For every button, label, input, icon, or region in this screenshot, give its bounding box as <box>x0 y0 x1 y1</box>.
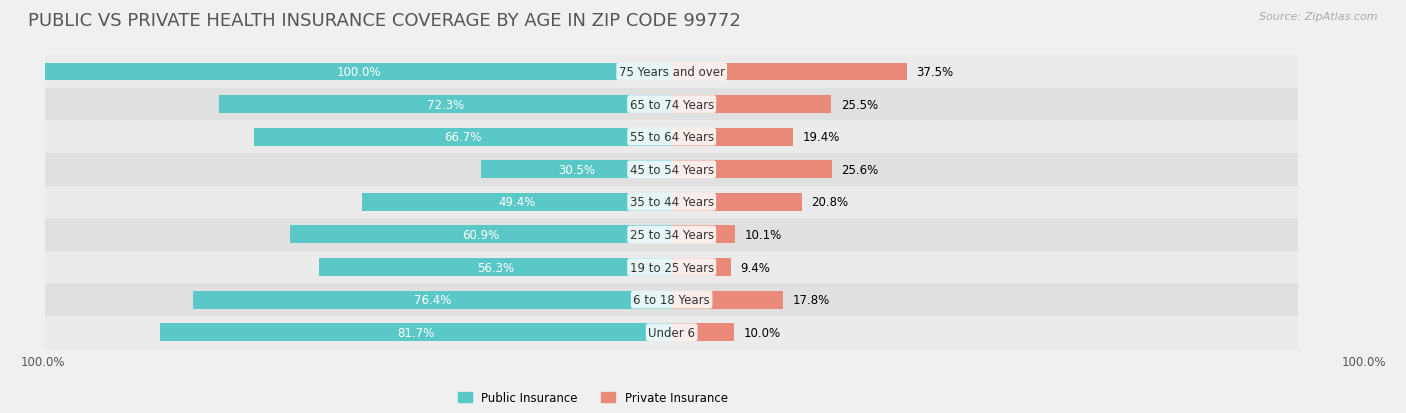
Text: 20.8%: 20.8% <box>811 196 848 209</box>
Bar <box>45 316 1298 349</box>
Bar <box>672 323 734 342</box>
Text: 100.0%: 100.0% <box>336 66 381 79</box>
Bar <box>45 251 1298 284</box>
Text: 100.0%: 100.0% <box>1341 355 1386 368</box>
Bar <box>45 284 1298 316</box>
Bar <box>290 226 672 244</box>
Text: 35 to 44 Years: 35 to 44 Years <box>630 196 714 209</box>
Text: 81.7%: 81.7% <box>398 326 434 339</box>
Bar <box>45 121 1298 154</box>
Text: 25.5%: 25.5% <box>841 98 877 112</box>
Text: PUBLIC VS PRIVATE HEALTH INSURANCE COVERAGE BY AGE IN ZIP CODE 99772: PUBLIC VS PRIVATE HEALTH INSURANCE COVER… <box>28 12 741 30</box>
Text: 60.9%: 60.9% <box>463 228 499 241</box>
Text: 49.4%: 49.4% <box>498 196 536 209</box>
Text: 30.5%: 30.5% <box>558 164 595 176</box>
Bar <box>45 88 1298 121</box>
Bar <box>160 323 672 342</box>
Text: 10.0%: 10.0% <box>744 326 780 339</box>
Text: 75 Years and over: 75 Years and over <box>619 66 724 79</box>
Text: 10.1%: 10.1% <box>744 228 782 241</box>
Text: 45 to 54 Years: 45 to 54 Years <box>630 164 714 176</box>
Bar <box>672 193 801 211</box>
Text: 76.4%: 76.4% <box>413 293 451 306</box>
Text: 25 to 34 Years: 25 to 34 Years <box>630 228 714 241</box>
Bar <box>45 154 1298 186</box>
Bar <box>193 291 672 309</box>
Text: 72.3%: 72.3% <box>426 98 464 112</box>
Text: 100.0%: 100.0% <box>20 355 65 368</box>
Text: 25.6%: 25.6% <box>841 164 879 176</box>
Text: 19 to 25 Years: 19 to 25 Years <box>630 261 714 274</box>
Text: 9.4%: 9.4% <box>740 261 770 274</box>
Legend: Public Insurance, Private Insurance: Public Insurance, Private Insurance <box>457 392 728 404</box>
Bar <box>45 218 1298 251</box>
Bar <box>672 291 783 309</box>
Bar <box>672 96 831 114</box>
Bar <box>672 128 793 146</box>
Text: 56.3%: 56.3% <box>477 261 515 274</box>
Bar <box>481 161 672 179</box>
Bar <box>219 96 672 114</box>
Text: 6 to 18 Years: 6 to 18 Years <box>633 293 710 306</box>
Text: Source: ZipAtlas.com: Source: ZipAtlas.com <box>1260 12 1378 22</box>
Bar <box>672 259 731 276</box>
Text: 37.5%: 37.5% <box>915 66 953 79</box>
Text: Under 6: Under 6 <box>648 326 695 339</box>
Text: 65 to 74 Years: 65 to 74 Years <box>630 98 714 112</box>
Bar <box>363 193 672 211</box>
Bar <box>319 259 672 276</box>
Text: 55 to 64 Years: 55 to 64 Years <box>630 131 714 144</box>
Bar <box>672 161 832 179</box>
Text: 17.8%: 17.8% <box>793 293 830 306</box>
Text: 19.4%: 19.4% <box>803 131 839 144</box>
Bar <box>672 63 907 81</box>
Bar <box>254 128 672 146</box>
Bar <box>45 63 672 81</box>
Bar <box>45 186 1298 218</box>
Text: 66.7%: 66.7% <box>444 131 481 144</box>
Bar <box>45 56 1298 88</box>
Bar <box>672 226 735 244</box>
